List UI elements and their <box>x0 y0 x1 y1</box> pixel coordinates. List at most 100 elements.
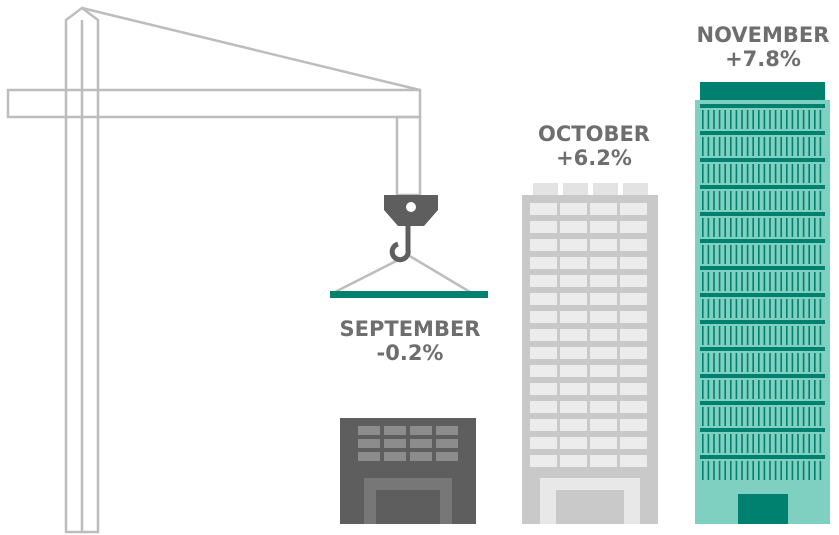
window <box>797 461 799 480</box>
window <box>747 353 749 372</box>
window <box>730 299 732 318</box>
window <box>786 191 788 210</box>
window <box>792 353 794 372</box>
window <box>769 326 771 345</box>
window <box>708 245 710 264</box>
window <box>814 137 816 156</box>
window <box>775 353 777 372</box>
window <box>769 191 771 210</box>
window <box>620 419 647 431</box>
window <box>713 326 715 345</box>
window <box>410 452 432 461</box>
window <box>741 353 743 372</box>
window <box>808 407 810 426</box>
window <box>560 365 587 377</box>
window <box>702 299 704 318</box>
window <box>775 110 777 129</box>
window <box>786 326 788 345</box>
window <box>358 426 380 435</box>
window <box>752 191 754 210</box>
window <box>724 137 726 156</box>
window <box>764 245 766 264</box>
window <box>803 191 805 210</box>
window <box>808 191 810 210</box>
window <box>792 164 794 183</box>
window <box>700 266 825 270</box>
window <box>384 452 406 461</box>
window <box>708 137 710 156</box>
window <box>808 272 810 291</box>
window <box>700 455 825 459</box>
window <box>769 299 771 318</box>
window <box>752 272 754 291</box>
window <box>620 455 647 467</box>
window <box>708 353 710 372</box>
window <box>814 191 816 210</box>
window <box>769 461 771 480</box>
change-label: +6.2% <box>556 146 632 170</box>
window <box>786 218 788 237</box>
window <box>736 407 738 426</box>
window <box>702 110 704 129</box>
window <box>560 311 587 323</box>
window <box>814 461 816 480</box>
window <box>808 326 810 345</box>
window <box>820 272 822 291</box>
window <box>702 272 704 291</box>
window <box>786 245 788 264</box>
window <box>530 221 557 233</box>
window <box>530 401 557 413</box>
window <box>590 401 617 413</box>
hook-pin <box>406 202 416 212</box>
window <box>786 353 788 372</box>
window <box>719 110 721 129</box>
window <box>590 293 617 305</box>
window <box>730 164 732 183</box>
crane-cable <box>82 8 420 90</box>
window <box>775 299 777 318</box>
window <box>358 452 380 461</box>
window <box>436 439 458 448</box>
window <box>708 164 710 183</box>
window <box>769 110 771 129</box>
window <box>530 419 557 431</box>
window <box>797 299 799 318</box>
window <box>590 383 617 395</box>
window <box>820 434 822 453</box>
window <box>713 434 715 453</box>
window <box>764 434 766 453</box>
window <box>560 275 587 287</box>
window <box>820 191 822 210</box>
window <box>730 137 732 156</box>
window <box>730 326 732 345</box>
window <box>590 239 617 251</box>
window <box>792 272 794 291</box>
window <box>808 461 810 480</box>
window <box>820 407 822 426</box>
window <box>590 437 617 449</box>
window <box>713 110 715 129</box>
window <box>530 365 557 377</box>
window <box>808 164 810 183</box>
window <box>702 245 704 264</box>
window <box>590 365 617 377</box>
window <box>780 218 782 237</box>
window <box>792 137 794 156</box>
window <box>719 461 721 480</box>
window <box>764 326 766 345</box>
window <box>620 329 647 341</box>
window <box>764 164 766 183</box>
window <box>764 110 766 129</box>
window <box>713 218 715 237</box>
window <box>713 380 715 399</box>
window <box>764 191 766 210</box>
window <box>780 461 782 480</box>
window <box>560 203 587 215</box>
window <box>797 380 799 399</box>
window <box>797 191 799 210</box>
month-label: SEPTEMBER <box>340 317 481 341</box>
window <box>803 461 805 480</box>
window <box>786 380 788 399</box>
window <box>530 455 557 467</box>
window <box>620 347 647 359</box>
